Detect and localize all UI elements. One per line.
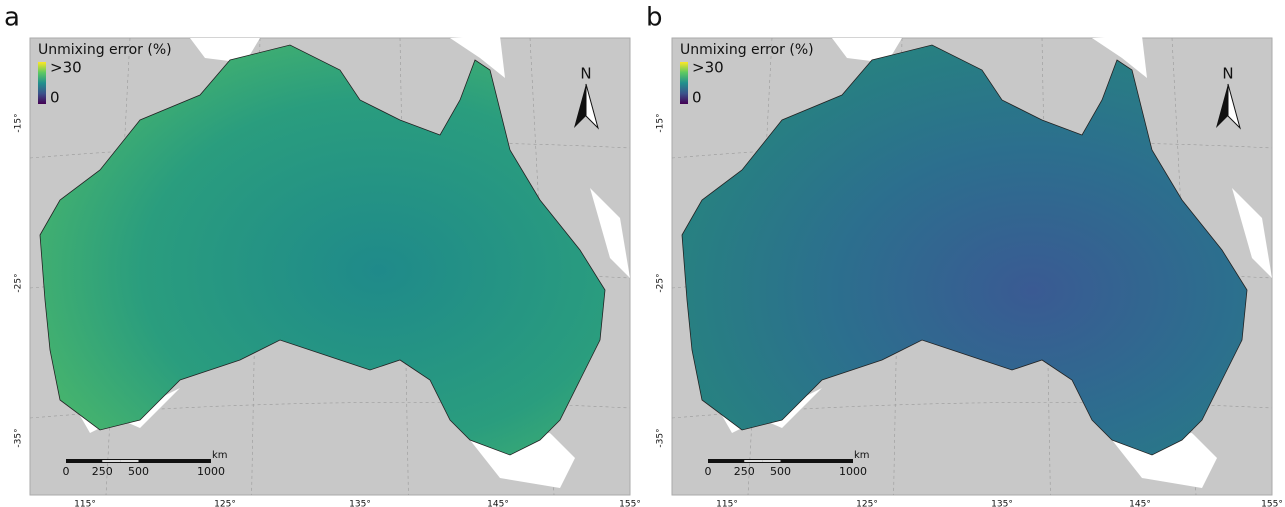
scale-bar [102,460,121,462]
lat-label: -35° [656,428,666,447]
land-other [1232,188,1272,278]
legend-title: Unmixing error (%) [38,42,172,58]
legend-min: 0 [692,89,702,107]
lat-label: -15° [656,113,666,132]
map-panel: b Unmixing error (%)>30 0 N -15° -25° -35° 115°… [646,3,1283,507]
lon-label: 135° [349,500,371,507]
scale-bar [120,460,139,462]
scale-tick: 250 [734,465,755,478]
lon-label: 155° [1261,500,1283,507]
lon-label: 135° [991,500,1013,507]
lat-label: -15° [14,113,24,132]
north-arrow [1227,83,1241,130]
lon-label: 145° [487,500,509,507]
lat-label: -25° [656,273,666,292]
land-other [450,36,505,78]
lon-label: 125° [214,500,236,507]
scale-tick: 1000 [839,465,867,478]
lon-label: 125° [856,500,878,507]
north-arrow [574,84,586,128]
legend-max: >30 [692,59,724,77]
scale-tick: 500 [128,465,149,478]
australia [681,44,1248,456]
australia [39,44,606,456]
lon-label: 155° [619,500,641,507]
lat-label: -35° [14,428,24,447]
legend-max: >30 [50,59,82,77]
north-label: N [1222,65,1233,83]
land-other [590,188,630,278]
lon-label: 145° [1129,500,1151,507]
panel-label: a [4,3,20,33]
panel-label: b [646,3,663,33]
scale-tick: 250 [92,465,113,478]
scale-unit: km [854,450,870,461]
scale-bar [762,460,781,462]
scale-tick: 1000 [197,465,225,478]
scale-tick: 500 [770,465,791,478]
map-panel: a Unmixing error (%)>30 0 N -15° -25° -35° 115°… [4,3,641,507]
north-label: N [580,65,591,83]
north-arrow [1216,84,1228,128]
lat-label: -25° [14,273,24,292]
lon-label: 115° [716,500,738,507]
legend-colorbar [680,62,688,104]
scale-tick: 0 [705,465,712,478]
north-arrow [585,83,599,130]
scale-tick: 0 [63,465,70,478]
legend-min: 0 [50,89,60,107]
legend-title: Unmixing error (%) [680,42,814,58]
legend-colorbar [38,62,46,104]
land-other [1092,36,1147,78]
scale-bar [744,460,763,462]
scale-unit: km [212,450,228,461]
lon-label: 115° [74,500,96,507]
